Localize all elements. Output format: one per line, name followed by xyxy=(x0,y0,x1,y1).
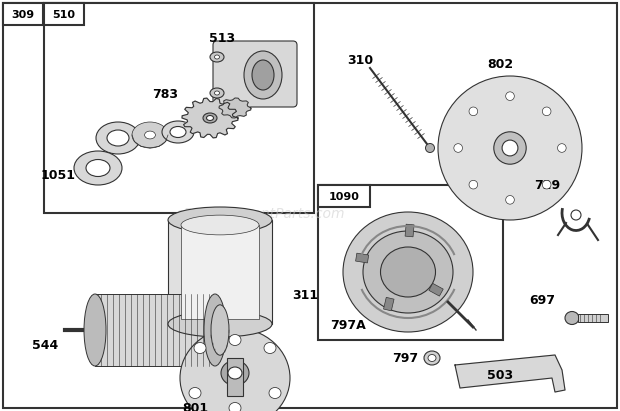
Text: 503: 503 xyxy=(487,369,513,381)
Ellipse shape xyxy=(229,335,241,346)
Ellipse shape xyxy=(264,342,276,353)
Bar xyxy=(168,220,272,324)
Text: 513: 513 xyxy=(209,32,235,44)
Ellipse shape xyxy=(542,180,551,189)
Text: 544: 544 xyxy=(32,339,58,351)
Ellipse shape xyxy=(438,76,582,220)
Ellipse shape xyxy=(189,388,201,399)
Ellipse shape xyxy=(565,312,579,325)
Bar xyxy=(405,224,414,237)
Ellipse shape xyxy=(557,144,566,152)
Ellipse shape xyxy=(229,402,241,411)
Text: eReplacementParts.com: eReplacementParts.com xyxy=(175,207,345,221)
Ellipse shape xyxy=(215,91,219,95)
Ellipse shape xyxy=(210,52,224,62)
Bar xyxy=(3,3,43,25)
Ellipse shape xyxy=(343,212,473,332)
Ellipse shape xyxy=(84,294,106,366)
Text: 729: 729 xyxy=(534,178,560,192)
Ellipse shape xyxy=(206,115,213,120)
Bar xyxy=(384,297,394,311)
Bar xyxy=(318,185,370,207)
Bar xyxy=(181,225,259,319)
Bar xyxy=(44,3,314,213)
Ellipse shape xyxy=(204,294,226,366)
Ellipse shape xyxy=(228,367,242,379)
Ellipse shape xyxy=(194,342,206,353)
Ellipse shape xyxy=(74,151,122,185)
Text: 1090: 1090 xyxy=(329,192,360,202)
Text: 797: 797 xyxy=(392,351,418,365)
Text: 802: 802 xyxy=(487,58,513,72)
Ellipse shape xyxy=(211,305,229,355)
Ellipse shape xyxy=(428,355,436,362)
Ellipse shape xyxy=(221,360,249,386)
Text: 801: 801 xyxy=(182,402,208,411)
Polygon shape xyxy=(182,98,238,138)
Text: 1051: 1051 xyxy=(40,169,76,182)
Text: 510: 510 xyxy=(53,10,76,20)
Text: 310: 310 xyxy=(347,53,373,67)
Ellipse shape xyxy=(506,196,515,204)
Text: 803: 803 xyxy=(172,212,198,224)
Text: 697: 697 xyxy=(529,293,555,307)
Ellipse shape xyxy=(252,60,274,90)
Ellipse shape xyxy=(469,107,477,115)
FancyBboxPatch shape xyxy=(213,41,297,107)
Bar xyxy=(578,314,608,322)
Text: 311: 311 xyxy=(292,289,318,302)
Ellipse shape xyxy=(381,247,435,297)
Ellipse shape xyxy=(170,127,186,138)
Ellipse shape xyxy=(203,113,217,123)
Ellipse shape xyxy=(424,351,440,365)
Ellipse shape xyxy=(425,143,435,152)
Ellipse shape xyxy=(494,132,526,164)
Ellipse shape xyxy=(502,140,518,156)
Ellipse shape xyxy=(180,328,290,411)
Ellipse shape xyxy=(469,180,477,189)
Polygon shape xyxy=(219,98,251,118)
Text: 309: 309 xyxy=(11,10,35,20)
Ellipse shape xyxy=(542,107,551,115)
Bar xyxy=(44,3,84,25)
Polygon shape xyxy=(455,355,565,392)
Ellipse shape xyxy=(454,144,463,152)
Bar xyxy=(429,283,443,296)
Ellipse shape xyxy=(506,92,515,100)
Ellipse shape xyxy=(215,55,219,59)
Ellipse shape xyxy=(132,122,168,148)
Ellipse shape xyxy=(86,159,110,176)
Bar xyxy=(318,185,503,340)
Text: 783: 783 xyxy=(152,88,178,102)
Ellipse shape xyxy=(96,122,140,154)
Ellipse shape xyxy=(168,207,272,233)
Ellipse shape xyxy=(107,130,129,146)
Ellipse shape xyxy=(269,388,281,399)
Ellipse shape xyxy=(162,121,194,143)
Bar xyxy=(227,358,243,396)
Ellipse shape xyxy=(244,51,282,99)
Ellipse shape xyxy=(144,131,156,139)
Bar xyxy=(356,253,369,263)
Text: 797A: 797A xyxy=(330,319,366,332)
Ellipse shape xyxy=(168,311,272,337)
Circle shape xyxy=(571,210,581,220)
Ellipse shape xyxy=(210,88,224,98)
Ellipse shape xyxy=(181,215,259,235)
Bar xyxy=(95,294,215,366)
Ellipse shape xyxy=(363,231,453,313)
